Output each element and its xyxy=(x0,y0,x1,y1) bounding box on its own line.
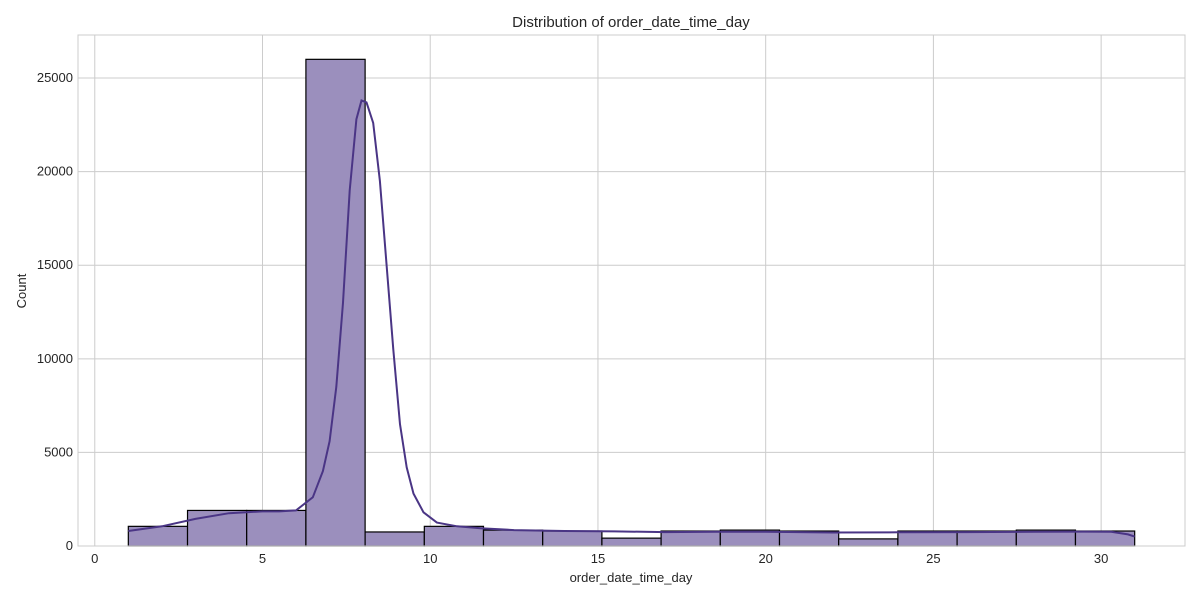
histogram-bar xyxy=(838,538,899,547)
y-tick-label: 0 xyxy=(66,538,73,553)
histogram-bar xyxy=(364,531,425,547)
y-tick-labels: 0 5000 10000 15000 20000 25000 xyxy=(37,70,73,553)
x-tick-label: 10 xyxy=(423,551,437,566)
histogram-bar xyxy=(542,530,603,547)
histogram-bar xyxy=(423,525,485,547)
kde-curve xyxy=(128,99,1136,538)
plot-frame xyxy=(77,34,1186,547)
x-tick-label: 0 xyxy=(91,551,98,566)
y-tick-label: 15000 xyxy=(37,257,73,272)
x-tick-label: 5 xyxy=(259,551,266,566)
y-axis-label: Count xyxy=(14,273,29,308)
histogram-bars xyxy=(127,58,1136,547)
x-tick-labels: 0 5 10 15 20 25 30 xyxy=(91,551,1108,566)
x-tick-label: 30 xyxy=(1094,551,1108,566)
histogram-bar xyxy=(601,537,662,547)
y-tick-label: 25000 xyxy=(37,70,73,85)
chart-title: Distribution of order_date_time_day xyxy=(512,14,750,31)
histogram-bar xyxy=(246,509,307,547)
histogram-bar xyxy=(956,530,1017,547)
x-tick-label: 20 xyxy=(758,551,772,566)
x-axis-label: order_date_time_day xyxy=(570,570,693,585)
x-tick-label: 25 xyxy=(926,551,940,566)
y-tick-label: 10000 xyxy=(37,351,73,366)
y-tick-label: 20000 xyxy=(37,164,73,179)
histogram-bar xyxy=(482,529,544,547)
histogram-bar xyxy=(660,530,721,547)
y-tick-label: 5000 xyxy=(44,444,73,459)
histogram-bar xyxy=(305,58,366,547)
grid-lines xyxy=(78,35,1185,547)
x-tick-label: 15 xyxy=(591,551,605,566)
